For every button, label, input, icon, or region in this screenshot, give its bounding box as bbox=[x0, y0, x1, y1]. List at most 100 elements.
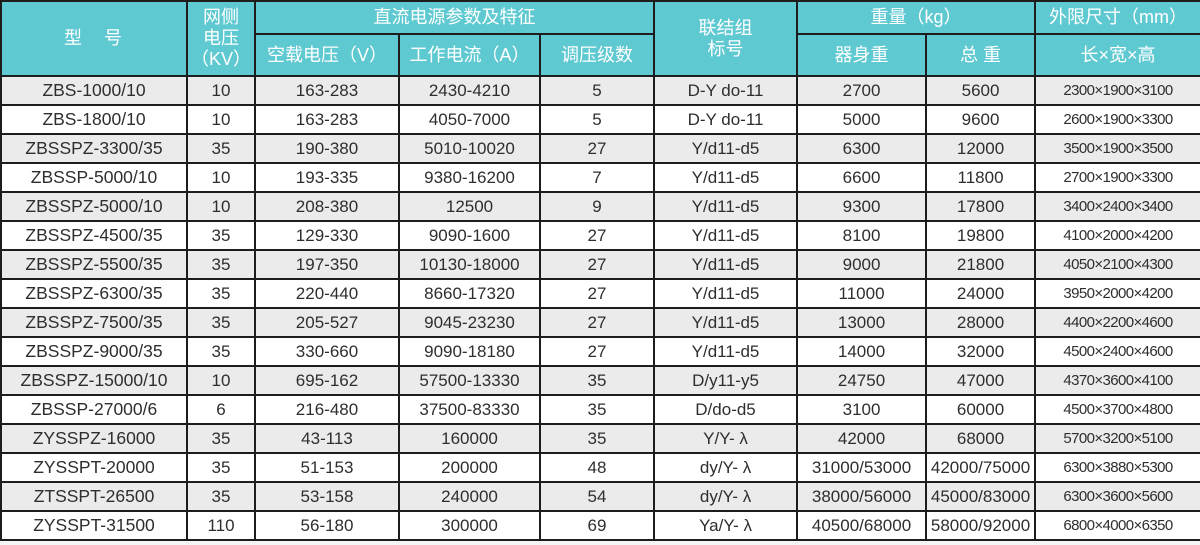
cell-total-weight: 11800 bbox=[925, 162, 1037, 193]
column-group-weight: 重量（kg） bbox=[796, 0, 1037, 35]
table-row: ZBSSPZ-9000/35 35 330-660 9090-18180 27 … bbox=[0, 336, 1200, 367]
cell-total-weight: 28000 bbox=[925, 307, 1037, 338]
cell-connection-group: Y/d11-d5 bbox=[653, 278, 799, 309]
cell-no-load-voltage: 220-440 bbox=[254, 278, 400, 309]
cell-no-load-voltage: 56-180 bbox=[254, 510, 400, 541]
table-row: ZYSSPT-20000 35 51-153 200000 48 dy/Y- λ… bbox=[0, 452, 1200, 483]
cell-connection-group: dy/Y- λ bbox=[653, 452, 799, 483]
column-header-model: 型 号 bbox=[0, 0, 188, 77]
cell-working-current: 9045-23230 bbox=[398, 307, 541, 338]
column-header-working-current: 工作电流（A） bbox=[398, 33, 541, 77]
cell-total-weight: 9600 bbox=[925, 104, 1037, 135]
cell-body-weight: 2700 bbox=[796, 75, 928, 106]
cell-grid-voltage: 10 bbox=[186, 75, 256, 106]
table-row: ZBSSPZ-4500/35 35 129-330 9090-1600 27 Y… bbox=[0, 220, 1200, 251]
cell-dimensions: 3400×2400×3400 bbox=[1034, 191, 1200, 222]
cell-grid-voltage: 35 bbox=[186, 452, 256, 483]
cell-grid-voltage: 35 bbox=[186, 481, 256, 512]
cell-body-weight: 42000 bbox=[796, 423, 928, 454]
cell-no-load-voltage: 163-283 bbox=[254, 75, 400, 106]
cell-dimensions: 3950×2000×4200 bbox=[1034, 278, 1200, 309]
cell-regulation-steps: 35 bbox=[538, 394, 656, 425]
cell-total-weight: 24000 bbox=[925, 278, 1037, 309]
table-row: ZBSSPZ-5000/10 10 208-380 12500 9 Y/d11-… bbox=[0, 191, 1200, 222]
cell-model: ZBSSPZ-4500/35 bbox=[0, 220, 188, 251]
header-sub-row: 空载电压（V） 工作电流（A） 调压级数 器身重 总 重 长×宽×高 bbox=[1, 33, 1200, 77]
cell-working-current: 57500-13330 bbox=[398, 365, 541, 396]
table-row: ZBS-1000/10 10 163-283 2430-4210 5 D-Y d… bbox=[0, 75, 1200, 106]
cell-model: ZYSSPZ-16000 bbox=[0, 423, 188, 454]
cell-dimensions: 5700×3200×5100 bbox=[1034, 423, 1200, 454]
cell-grid-voltage: 35 bbox=[186, 307, 256, 338]
cell-total-weight: 60000 bbox=[925, 394, 1037, 425]
table-row: ZBSSPZ-5500/35 35 197-350 10130-18000 27… bbox=[0, 249, 1200, 280]
cell-grid-voltage: 110 bbox=[186, 510, 256, 541]
cell-total-weight: 47000 bbox=[925, 365, 1037, 396]
cell-body-weight: 6600 bbox=[796, 162, 928, 193]
cell-dimensions: 4100×2000×4200 bbox=[1034, 220, 1200, 251]
cell-total-weight: 58000/92000 bbox=[925, 510, 1037, 541]
cell-grid-voltage: 10 bbox=[186, 162, 256, 193]
cell-total-weight: 12000 bbox=[925, 133, 1037, 164]
cell-dimensions: 4500×2400×4600 bbox=[1034, 336, 1200, 367]
cell-model: ZBS-1000/10 bbox=[0, 75, 188, 106]
cell-working-current: 240000 bbox=[398, 481, 541, 512]
cell-connection-group: Y/d11-d5 bbox=[653, 336, 799, 367]
cell-regulation-steps: 69 bbox=[538, 510, 656, 541]
cell-body-weight: 31000/53000 bbox=[796, 452, 928, 483]
cell-total-weight: 19800 bbox=[925, 220, 1037, 251]
cell-regulation-steps: 27 bbox=[538, 336, 656, 367]
column-header-regulation-steps: 调压级数 bbox=[538, 33, 656, 77]
cell-no-load-voltage: 208-380 bbox=[254, 191, 400, 222]
table-row: ZYSSPT-31500 110 56-180 300000 69 Ya/Y- … bbox=[0, 510, 1200, 541]
cell-no-load-voltage: 695-162 bbox=[254, 365, 400, 396]
cell-body-weight: 8100 bbox=[796, 220, 928, 251]
cell-grid-voltage: 35 bbox=[186, 220, 256, 251]
cell-model: ZBS-1800/10 bbox=[0, 104, 188, 135]
cell-connection-group: Y/d11-d5 bbox=[653, 191, 799, 222]
cell-model: ZYSSPT-31500 bbox=[0, 510, 188, 541]
cell-no-load-voltage: 205-527 bbox=[254, 307, 400, 338]
cell-dimensions: 4400×2200×4600 bbox=[1034, 307, 1200, 338]
cell-working-current: 2430-4210 bbox=[398, 75, 541, 106]
cell-connection-group: D/do-d5 bbox=[653, 394, 799, 425]
cell-no-load-voltage: 193-335 bbox=[254, 162, 400, 193]
cell-dimensions: 2300×1900×3100 bbox=[1034, 75, 1200, 106]
cell-working-current: 37500-83330 bbox=[398, 394, 541, 425]
cell-grid-voltage: 35 bbox=[186, 423, 256, 454]
table-row: ZBSSPZ-15000/10 10 695-162 57500-13330 3… bbox=[0, 365, 1200, 396]
cell-regulation-steps: 5 bbox=[538, 104, 656, 135]
column-header-no-load-voltage: 空载电压（V） bbox=[254, 33, 400, 77]
cell-model: ZBSSPZ-9000/35 bbox=[0, 336, 188, 367]
cell-no-load-voltage: 197-350 bbox=[254, 249, 400, 280]
cell-connection-group: Ya/Y- λ bbox=[653, 510, 799, 541]
cell-total-weight: 32000 bbox=[925, 336, 1037, 367]
cell-working-current: 9090-18180 bbox=[398, 336, 541, 367]
table-row: ZBSSP-5000/10 10 193-335 9380-16200 7 Y/… bbox=[0, 162, 1200, 193]
cell-connection-group: Y/d11-d5 bbox=[653, 220, 799, 251]
cell-no-load-voltage: 216-480 bbox=[254, 394, 400, 425]
cell-no-load-voltage: 163-283 bbox=[254, 104, 400, 135]
column-header-length-width-height: 长×宽×高 bbox=[1034, 33, 1200, 77]
cell-dimensions: 2700×1900×3300 bbox=[1034, 162, 1200, 193]
cell-working-current: 160000 bbox=[398, 423, 541, 454]
cell-body-weight: 40500/68000 bbox=[796, 510, 928, 541]
cell-connection-group: Y/d11-d5 bbox=[653, 133, 799, 164]
table-header: 型 号 网侧 电压 （KV） 直流电源参数及特征 联结组 标号 重量（kg） 外… bbox=[0, 0, 1200, 77]
cell-model: ZBSSPZ-7500/35 bbox=[0, 307, 188, 338]
cell-total-weight: 5600 bbox=[925, 75, 1037, 106]
table-row: ZBSSPZ-6300/35 35 220-440 8660-17320 27 … bbox=[0, 278, 1200, 309]
cell-connection-group: Y/d11-d5 bbox=[653, 249, 799, 280]
cell-regulation-steps: 35 bbox=[538, 365, 656, 396]
cell-connection-group: D-Y do-11 bbox=[653, 104, 799, 135]
cell-regulation-steps: 48 bbox=[538, 452, 656, 483]
cell-dimensions: 2600×1900×3300 bbox=[1034, 104, 1200, 135]
cell-working-current: 9380-16200 bbox=[398, 162, 541, 193]
cell-body-weight: 11000 bbox=[796, 278, 928, 309]
cell-body-weight: 13000 bbox=[796, 307, 928, 338]
cell-connection-group: Y/d11-d5 bbox=[653, 307, 799, 338]
cell-model: ZBSSPZ-5500/35 bbox=[0, 249, 188, 280]
header-group-row: 型 号 网侧 电压 （KV） 直流电源参数及特征 联结组 标号 重量（kg） 外… bbox=[0, 0, 1200, 77]
column-header-body-weight: 器身重 bbox=[796, 33, 928, 77]
